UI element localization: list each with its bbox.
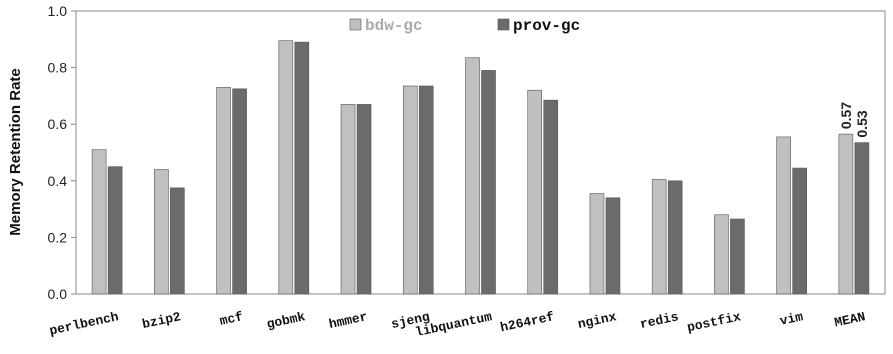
y-tick-label: 0.2: [48, 229, 68, 245]
y-tick-label: 0.6: [48, 116, 68, 132]
data-label-prov-gc: 0.53: [854, 110, 870, 137]
data-label-bdw-gc: 0.57: [838, 102, 854, 129]
bar-bdw-gc-MEAN: [838, 133, 854, 295]
y-tick-label: 1.0: [48, 3, 68, 19]
bar-bdw-gc-h264ref: [527, 89, 543, 295]
x-tick-label: MEAN: [833, 309, 867, 330]
x-axis: perlbench bzip2 mcf gobmk hmmer sjenglibquant…: [48, 309, 867, 340]
bar-bdw-gc-gobmk: [278, 40, 294, 295]
y-tick-label: 0.8: [48, 60, 68, 76]
legend-label-prov-gc: prov-gc: [513, 17, 580, 35]
bar-bdw-gc-perlbench: [91, 149, 107, 295]
legend-swatch-bdw-gc: [349, 18, 362, 31]
x-tick-label: postfix: [686, 309, 743, 335]
plot-frame: [75, 10, 886, 295]
bar-prov-gc-redis: [667, 180, 683, 295]
bar-bdw-gc-redis: [651, 179, 667, 295]
y-tick-label: 0.4: [48, 173, 68, 189]
bar-bdw-gc-hmmer: [340, 104, 356, 295]
x-tick-label: h264ref: [499, 309, 556, 335]
x-tick-label: hmmer: [328, 309, 369, 332]
x-tick-label: gobmk: [265, 309, 306, 332]
bar-prov-gc-MEAN: [854, 142, 870, 295]
data-labels: 0.57 0.53: [838, 102, 870, 138]
bar-prov-gc-libquantum: [481, 70, 496, 295]
x-tick-label: vim: [778, 309, 804, 329]
bar-prov-gc-mcf: [232, 88, 247, 295]
bar-bdw-gc-postfix: [714, 214, 729, 295]
bar-bdw-gc-nginx: [589, 193, 605, 295]
bar-prov-gc-gobmk: [294, 41, 310, 295]
bar-prov-gc-hmmer: [356, 104, 372, 295]
bar-prov-gc-sjeng: [418, 85, 434, 295]
bar-prov-gc-h264ref: [543, 99, 559, 295]
legend-swatch-prov-gc: [497, 18, 510, 31]
bar-bdw-gc-bzip2: [154, 169, 169, 295]
bar-prov-gc-bzip2: [170, 187, 185, 295]
bar-prov-gc-vim: [792, 167, 807, 295]
y-tick-label: 0.0: [48, 286, 68, 302]
bar-prov-gc-postfix: [730, 218, 745, 295]
y-axis-label: Memory Retention Rate: [7, 68, 24, 236]
x-tick-label: redis: [639, 309, 680, 332]
legend: bdw-gc prov-gc: [349, 17, 580, 35]
x-tick-label: perlbench: [48, 309, 120, 338]
bar-bdw-gc-vim: [776, 136, 791, 295]
bar-bdw-gc-sjeng: [402, 85, 418, 295]
y-axis: 0.0 0.2 0.4 0.6 0.8 1.0: [48, 3, 886, 302]
x-tick-label: nginx: [577, 309, 618, 332]
x-tick-label: bzip2: [141, 309, 182, 332]
bar-bdw-gc-libquantum: [465, 57, 480, 295]
legend-label-bdw-gc: bdw-gc: [365, 17, 423, 35]
x-tick-label: mcf: [218, 309, 244, 329]
bar-prov-gc-perlbench: [107, 166, 123, 295]
bars: [91, 40, 870, 295]
bar-bdw-gc-mcf: [216, 87, 231, 295]
bar-prov-gc-nginx: [605, 197, 621, 295]
